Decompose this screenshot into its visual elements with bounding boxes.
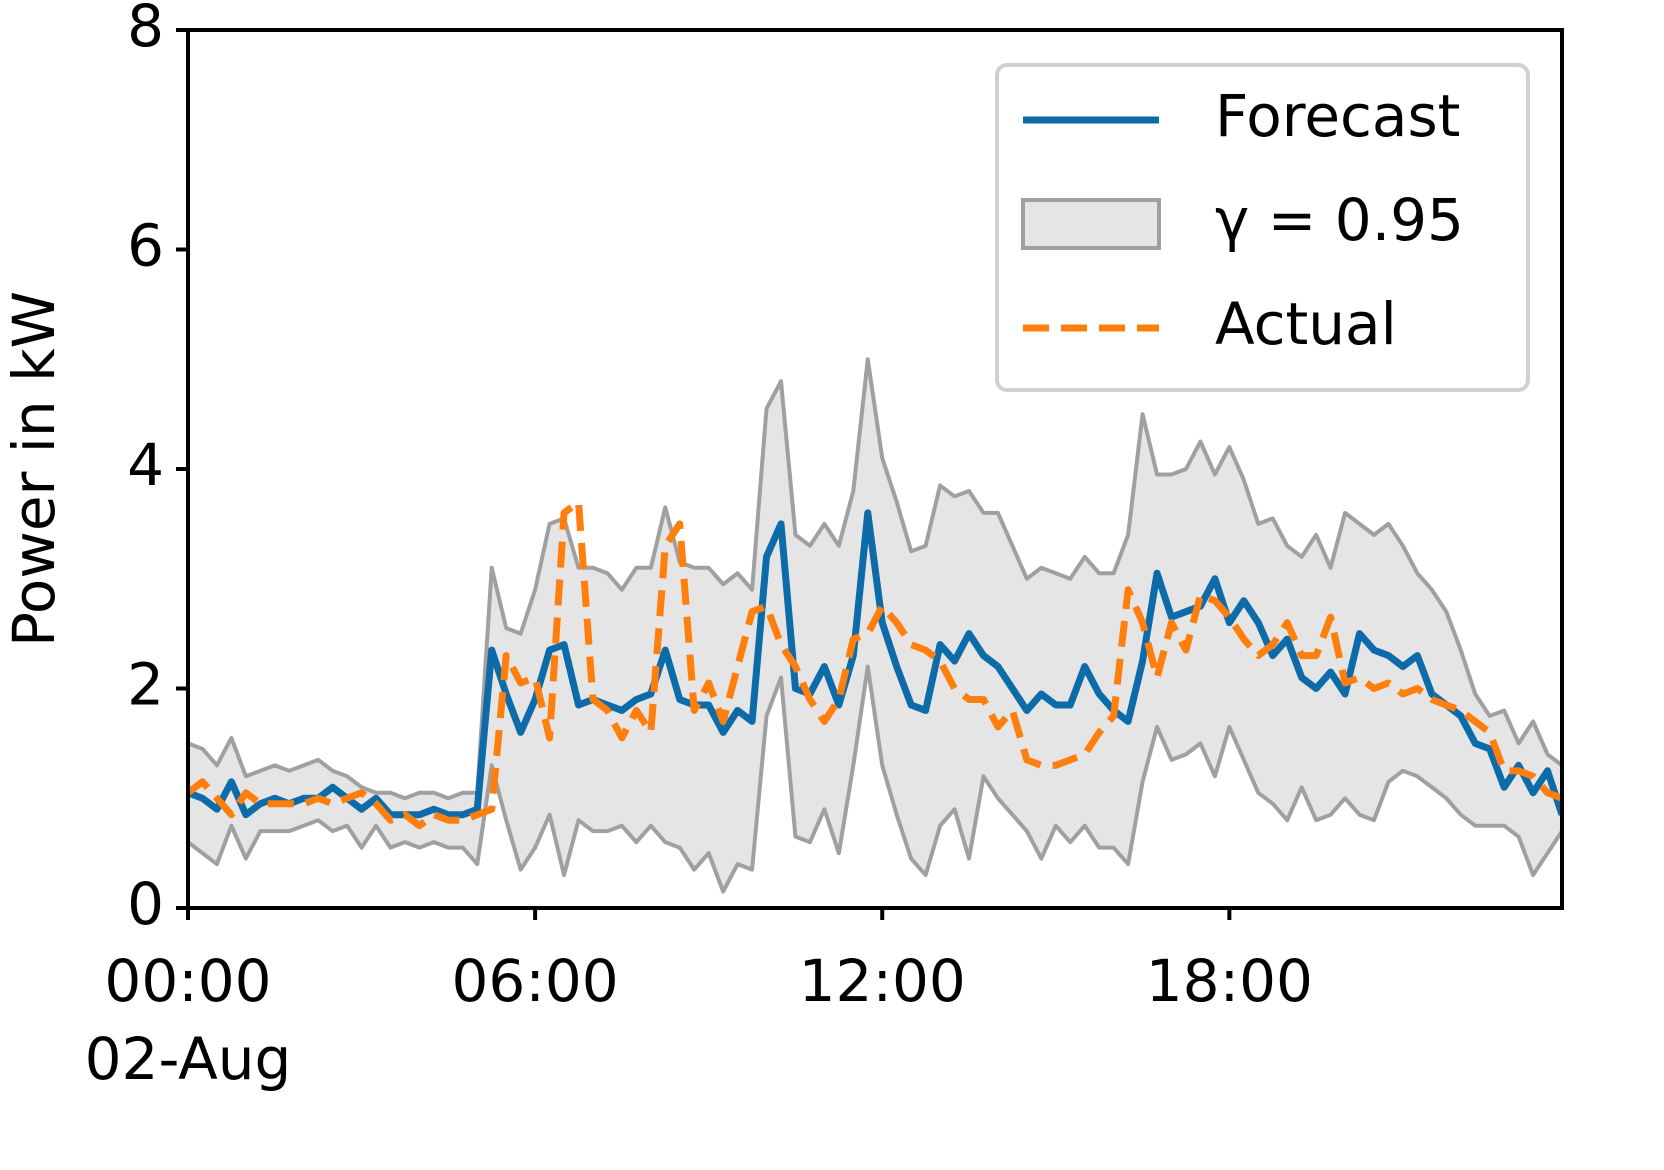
legend-label: γ = 0.95 [1215, 186, 1464, 254]
series-line [188, 498, 1562, 830]
band-edge [188, 664, 1562, 894]
y-axis-label: Power in kW [0, 291, 68, 647]
band-edge [188, 357, 1562, 801]
legend-box [995, 63, 1530, 392]
legend-label: Actual [1215, 290, 1397, 358]
y-tick-label: 0 [127, 870, 164, 938]
plot-area [188, 357, 1562, 894]
y-tick-label: 8 [127, 0, 164, 60]
x-tick-label: 06:00 [452, 947, 619, 1015]
x-tick-label: 18:00 [1146, 947, 1313, 1015]
y-tick-label: 4 [127, 431, 164, 499]
x-date-label: 02-Aug [85, 1025, 292, 1093]
series-line [188, 509, 1562, 819]
x-tick-label: 12:00 [799, 947, 966, 1015]
legend-label: Forecast [1215, 82, 1460, 150]
y-tick-label: 2 [127, 651, 164, 719]
y-tick-label: 6 [127, 212, 164, 280]
x-tick-label: 00:00 [104, 947, 271, 1015]
legend-swatch [1021, 198, 1161, 250]
